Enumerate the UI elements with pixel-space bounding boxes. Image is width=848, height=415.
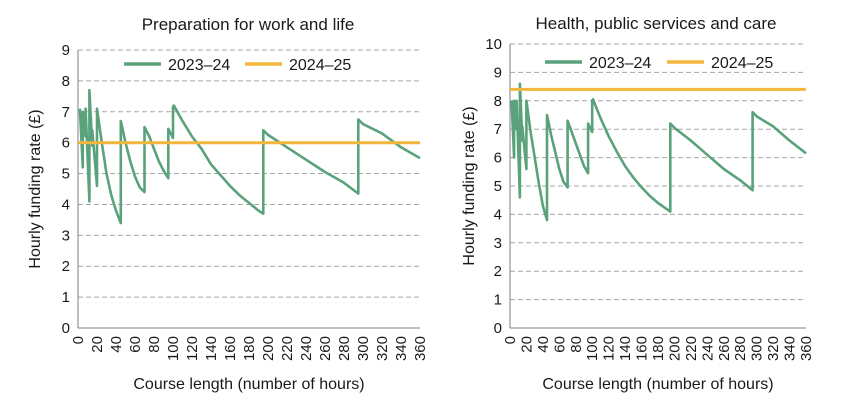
y-tick-label: 9 [62,42,70,59]
x-tick-label: 160 [222,336,239,361]
y-tick-label: 0 [62,320,70,337]
x-tick-label: 20 [89,336,106,353]
y-tick-label: 5 [62,166,70,183]
x-tick-label: 260 [317,336,334,361]
y-tick-label: 3 [62,227,70,244]
y-tick-label: 8 [62,73,70,90]
y-tick-label: 9 [494,64,502,81]
x-tick-label: 180 [241,336,258,361]
legend-label: 2024–25 [711,55,773,72]
x-tick-label: 360 [412,336,429,361]
x-tick-label: 280 [732,336,749,361]
x-tick-label: 220 [683,336,700,361]
x-tick-label: 100 [584,336,601,361]
x-tick-label: 20 [518,336,535,353]
x-tick-label: 200 [260,336,277,361]
x-tick-label: 60 [127,336,144,353]
y-tick-label: 0 [494,320,502,337]
x-axis-label: Course length (number of hours) [133,376,364,393]
x-tick-label: 300 [749,336,766,361]
chart-title: Health, public services and care [536,14,777,33]
series-line-2023-24 [510,82,807,222]
y-tick-label: 7 [494,121,502,138]
legend-label: 2024–25 [289,57,351,74]
x-tick-label: 120 [601,336,618,361]
x-tick-label: 360 [798,336,815,361]
x-tick-label: 100 [165,336,182,361]
y-tick-label: 5 [494,178,502,195]
chart-title: Preparation for work and life [142,15,355,34]
x-tick-label: 240 [298,336,315,361]
legend-label: 2023–24 [589,55,651,72]
x-tick-label: 320 [765,336,782,361]
y-tick-label: 1 [494,292,502,309]
x-tick-label: 40 [108,336,125,353]
x-tick-label: 240 [699,336,716,361]
x-tick-label: 300 [355,336,372,361]
x-axis-label: Course length (number of hours) [542,376,773,393]
y-tick-label: 10 [485,36,502,53]
x-tick-label: 40 [535,336,552,353]
x-tick-label: 80 [568,336,585,353]
y-tick-label: 2 [62,258,70,275]
y-tick-label: 6 [494,150,502,167]
y-axis-label: Hourly funding rate (£) [27,109,44,268]
x-tick-label: 340 [782,336,799,361]
x-tick-label: 280 [336,336,353,361]
y-axis-label: Hourly funding rate (£) [461,106,478,265]
x-tick-label: 140 [617,336,634,361]
y-tick-label: 7 [62,104,70,121]
x-tick-label: 220 [279,336,296,361]
x-tick-label: 140 [203,336,220,361]
x-tick-label: 120 [184,336,201,361]
y-tick-label: 8 [494,93,502,110]
y-tick-label: 6 [62,135,70,152]
x-tick-label: 160 [634,336,651,361]
y-tick-label: 3 [494,235,502,252]
series-line-2023-24 [78,88,421,225]
y-tick-label: 1 [62,289,70,306]
y-tick-label: 2 [494,263,502,280]
y-tick-label: 4 [62,196,70,213]
x-tick-label: 340 [393,336,410,361]
x-tick-label: 0 [502,336,519,344]
x-tick-label: 200 [666,336,683,361]
x-tick-label: 180 [650,336,667,361]
x-tick-label: 0 [70,336,87,344]
x-tick-label: 60 [551,336,568,353]
x-tick-label: 260 [716,336,733,361]
y-tick-label: 4 [494,206,502,223]
x-tick-label: 80 [146,336,163,353]
x-tick-label: 320 [374,336,391,361]
legend-label: 2023–24 [168,57,230,74]
